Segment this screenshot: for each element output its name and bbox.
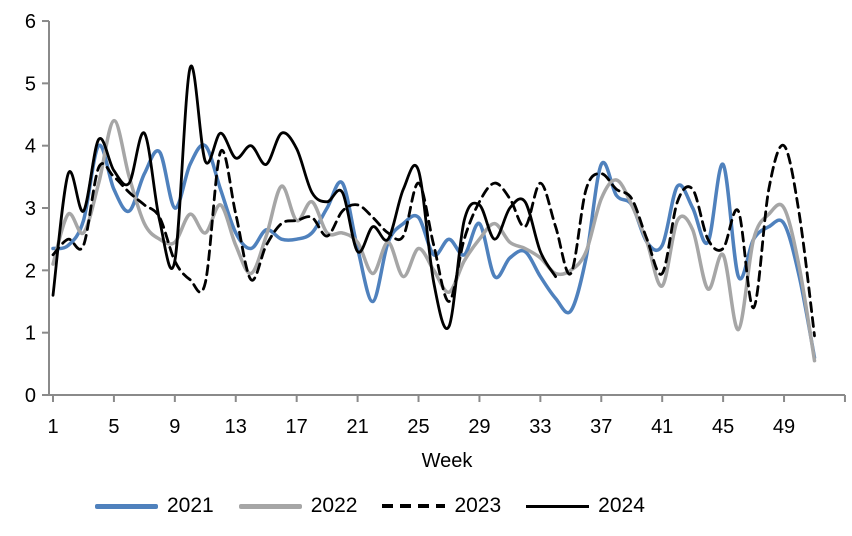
x-tick-label: 37 [590,416,612,438]
y-tick-label: 3 [25,198,36,220]
legend-line-sample-2024 [526,504,590,508]
x-tick-label: 5 [108,416,119,438]
y-tick-label: 0 [25,385,36,407]
legend-label: 2022 [310,494,358,517]
x-tick-label: 25 [407,416,429,438]
x-tick-label: 1 [47,416,58,438]
x-tick-label: 9 [169,416,180,438]
x-tick-label: 21 [346,416,368,438]
x-tick-label: 49 [773,416,795,438]
legend-label: 2023 [454,494,502,517]
legend-line-sample-2022 [238,503,302,509]
x-tick-label: 29 [468,416,490,438]
legend-item-2023: 2023 [382,491,501,521]
legend-line-sample-2021 [95,503,158,509]
x-tick-label: 13 [225,416,247,438]
chart-legend: 2021 2022 2023 2024 [95,491,815,521]
legend-label: 2021 [167,494,214,517]
series-line-2023 [51,143,816,338]
y-tick-label: 5 [25,73,36,95]
legend-label: 2024 [598,494,645,517]
series-line-2022 [51,118,817,363]
y-tick-label: 2 [25,260,36,282]
y-tick-label: 1 [25,323,36,345]
x-tick-label: 33 [529,416,551,438]
x-tick-label: 41 [651,416,673,438]
x-axis-title: Week [421,450,473,472]
y-tick-label: 4 [25,136,36,158]
legend-item-2021: 2021 [95,491,214,521]
y-tick-label: 6 [25,11,36,33]
legend-line-sample-2023 [382,504,446,508]
x-tick-label: 17 [286,416,308,438]
legend-item-2022: 2022 [238,491,358,521]
series-line-2024 [51,64,557,330]
x-tick-label: 45 [712,416,734,438]
legend-item-2024: 2024 [526,491,645,521]
